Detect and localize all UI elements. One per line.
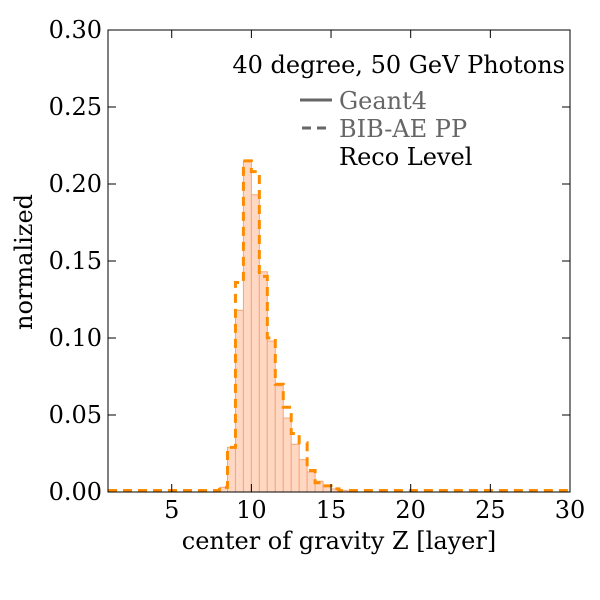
histogram-bar-geant4 — [266, 340, 276, 493]
y-axis-label: normalized — [10, 194, 38, 330]
chart-annotation: 40 degree, 50 GeV Photons — [232, 51, 565, 79]
y-tick-label: 0.30 — [49, 16, 102, 44]
y-tick-label: 0.10 — [49, 324, 102, 352]
y-tick-label: 0.05 — [49, 401, 102, 429]
x-tick-label: 25 — [475, 496, 506, 524]
histogram-bar-geant4 — [274, 385, 284, 493]
legend: Geant4 BIB-AE PP Reco Level — [300, 87, 472, 171]
legend-label-bibae: BIB-AE PP — [339, 115, 467, 143]
histogram-bar-geant4 — [242, 160, 252, 493]
x-tick-label: 5 — [164, 496, 179, 524]
plot-area — [108, 159, 570, 493]
histogram-bar-geant4 — [290, 443, 300, 493]
series-line-bibae — [108, 159, 570, 492]
y-tick-label: 0.20 — [49, 170, 102, 198]
x-tick-label: 10 — [236, 496, 267, 524]
legend-label-geant4: Geant4 — [339, 87, 427, 115]
x-tick-label: 15 — [316, 496, 347, 524]
x-tick-label: 30 — [555, 496, 586, 524]
legend-label-reco-level: Reco Level — [339, 143, 472, 171]
x-axis-label: center of gravity Z [layer] — [182, 527, 496, 555]
y-tick-label: 0.15 — [49, 247, 102, 275]
x-tick-label: 20 — [395, 496, 426, 524]
axes: 5 10 15 20 25 30 0.00 0.05 0.10 0.15 0.20 0.25 0.30 — [49, 16, 586, 524]
y-tick-label: 0.00 — [49, 478, 102, 506]
y-tick-label: 0.25 — [49, 93, 102, 121]
